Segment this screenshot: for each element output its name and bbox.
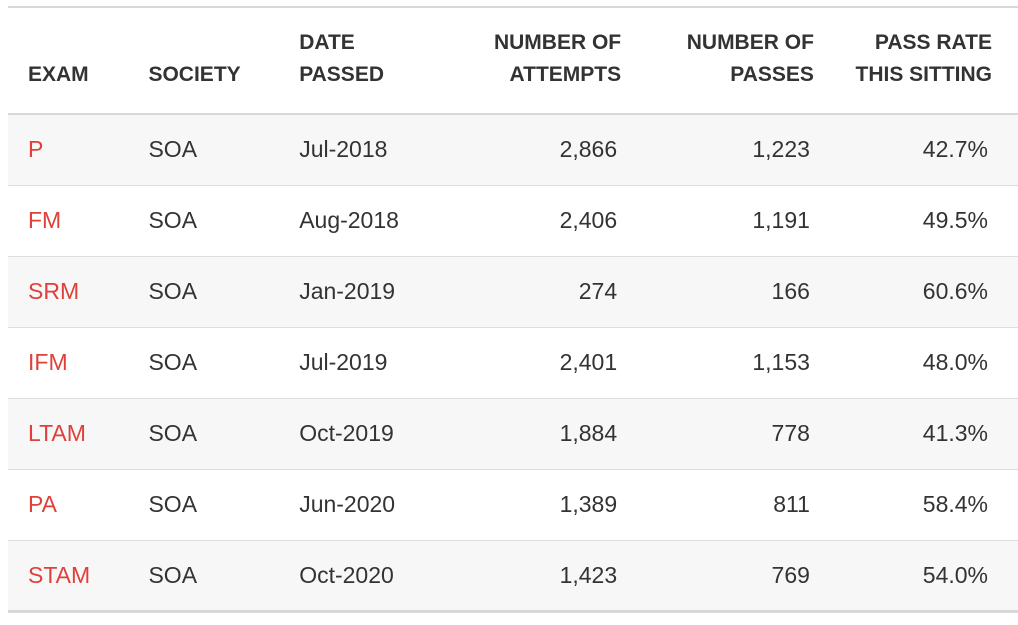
exam-link[interactable]: SRM (28, 278, 80, 304)
cell-exam: LTAM (8, 398, 148, 469)
cell-attempts: 2,406 (559, 207, 618, 233)
exam-link[interactable]: PA (28, 491, 57, 517)
cell-date-passed: Jun-2020 (299, 491, 396, 517)
header-passes-line-1: NUMBER OF (686, 31, 814, 54)
cell-pass-rate: 42.7% (922, 136, 988, 163)
cell-society: SOA (148, 278, 198, 304)
header-pass-rate: PASS RATE THIS SITTING (814, 7, 1018, 114)
exam-results-table: EXAM SOCIETY DATE PASSED NUMBER OF ATTEM… (8, 6, 1018, 613)
cell-attempts: 274 (578, 278, 618, 304)
cell-society: SOA (148, 491, 198, 517)
cell-society: SOA (148, 349, 198, 375)
header-exam-line: EXAM (28, 63, 89, 86)
cell-passes: 1,191 (752, 207, 810, 233)
header-attempts-line-2: ATTEMPTS (509, 63, 622, 86)
cell-passes: 166 (771, 278, 810, 304)
header-society-line: SOCIETY (148, 63, 241, 86)
table-header: EXAM SOCIETY DATE PASSED NUMBER OF ATTEM… (8, 7, 1018, 114)
cell-passes: 1,153 (752, 349, 810, 375)
cell-attempts: 1,389 (559, 491, 618, 517)
cell-pass-rate: 60.6% (922, 278, 988, 304)
header-society: SOCIETY (148, 7, 299, 114)
cell-passes: 811 (773, 491, 810, 517)
cell-pass-rate: 58.4% (922, 491, 988, 517)
cell-society: SOA (148, 420, 198, 446)
cell-attempts: 2,866 (559, 136, 618, 163)
header-passes-line-2: PASSES (730, 63, 814, 86)
header-date-passed-line-1: DATE (299, 31, 355, 54)
cell-passes: 778 (771, 420, 810, 446)
cell-date-passed: Oct-2019 (299, 420, 394, 446)
cell-attempts: 1,423 (559, 561, 618, 588)
cell-exam: STAM (8, 540, 148, 611)
header-pass-rate-line-2: THIS SITTING (855, 63, 993, 86)
exam-results-table-container: EXAM SOCIETY DATE PASSED NUMBER OF ATTEM… (8, 6, 1018, 613)
header-exam: EXAM (8, 7, 148, 114)
table-row: P SOA Jul-2018 2,866 1,223 42.7% (8, 114, 1018, 185)
cell-pass-rate: 41.3% (922, 420, 988, 446)
cell-attempts: 2,401 (559, 349, 618, 375)
cell-pass-rate: 54.0% (922, 561, 988, 588)
cell-exam: P (8, 114, 148, 185)
header-number-of-passes: NUMBER OF PASSES (621, 7, 814, 114)
cell-attempts: 1,884 (559, 420, 618, 446)
cell-date-passed: Jan-2019 (299, 278, 396, 304)
table-row: PA SOA Jun-2020 1,389 811 58.4% (8, 469, 1018, 540)
cell-date-passed: Jul-2019 (299, 349, 388, 375)
header-number-of-attempts: NUMBER OF ATTEMPTS (451, 7, 621, 114)
cell-exam: IFM (8, 327, 148, 398)
cell-exam: PA (8, 469, 148, 540)
header-date-passed: DATE PASSED (299, 7, 451, 114)
cell-society: SOA (148, 136, 198, 163)
exam-link[interactable]: LTAM (28, 420, 86, 446)
exam-link[interactable]: FM (28, 207, 62, 233)
header-date-passed-line-2: PASSED (299, 63, 384, 86)
cell-passes: 1,223 (752, 136, 810, 163)
header-pass-rate-line-1: PASS RATE (874, 31, 992, 54)
cell-pass-rate: 48.0% (922, 349, 988, 375)
exam-link[interactable]: STAM (28, 561, 91, 588)
cell-date-passed: Oct-2020 (299, 561, 394, 588)
cell-pass-rate: 49.5% (922, 207, 988, 233)
cell-date-passed: Aug-2018 (299, 207, 399, 233)
cell-passes: 769 (771, 561, 810, 588)
table-row: FM SOA Aug-2018 2,406 1,191 49.5% (8, 185, 1018, 256)
table-body: P SOA Jul-2018 2,866 1,223 42.7% FM SOA … (8, 114, 1018, 611)
table-row: LTAM SOA Oct-2019 1,884 778 41.3% (8, 398, 1018, 469)
table-row: STAM SOA Oct-2020 1,423 769 54.0% (8, 540, 1018, 611)
exam-link[interactable]: IFM (28, 349, 68, 375)
exam-link[interactable]: P (28, 136, 44, 163)
table-row: IFM SOA Jul-2019 2,401 1,153 48.0% (8, 327, 1018, 398)
cell-date-passed: Jul-2018 (299, 136, 388, 163)
cell-society: SOA (148, 207, 198, 233)
cell-society: SOA (148, 561, 198, 588)
cell-exam: SRM (8, 256, 148, 327)
header-row: EXAM SOCIETY DATE PASSED NUMBER OF ATTEM… (8, 7, 1018, 114)
table-row: SRM SOA Jan-2019 274 166 60.6% (8, 256, 1018, 327)
header-attempts-line-1: NUMBER OF (493, 31, 622, 54)
cell-exam: FM (8, 185, 148, 256)
